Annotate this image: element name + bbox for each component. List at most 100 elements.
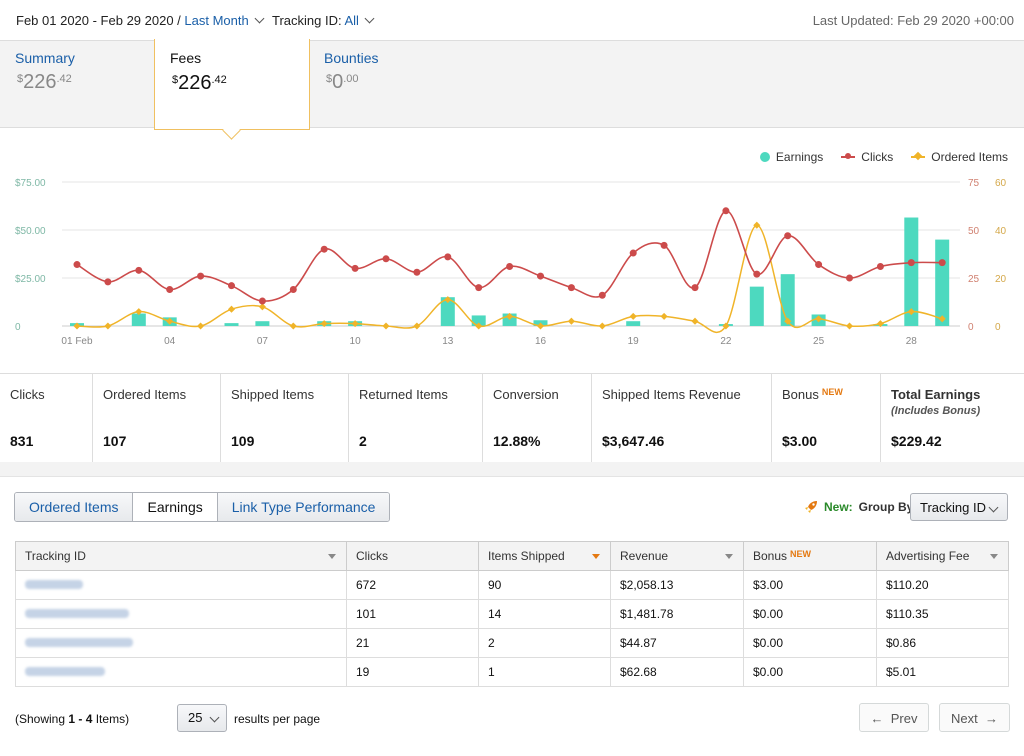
showing-count: (Showing 1 - 4 Items): [15, 712, 130, 726]
y-left-tick-label: $50.00: [15, 226, 46, 237]
tab-label: Summary: [15, 50, 75, 66]
stat-shipped-items: Shipped Items 109: [221, 374, 349, 462]
ordered-items-point: [938, 315, 946, 323]
table-header-row: Tracking ID Clicks Items Shipped Revenue…: [15, 541, 1009, 571]
y-left-tick-label: $75.00: [15, 178, 46, 189]
col-advertising-fee[interactable]: Advertising Fee: [876, 541, 1009, 571]
clicks-line-icon: [841, 153, 856, 159]
ordered-items-point: [660, 312, 668, 320]
tab-fees[interactable]: Fees $226.42: [154, 39, 310, 140]
date-range-selector[interactable]: Feb 01 2020 - Feb 29 2020 / Last Month: [16, 13, 265, 28]
revenue-cell: $1,481.78: [610, 599, 744, 629]
prev-button[interactable]: ← Prev: [859, 703, 929, 732]
col-clicks[interactable]: Clicks: [346, 541, 479, 571]
y-right-tick-label: 40: [995, 226, 1007, 237]
x-tick-label: 07: [257, 336, 269, 347]
legend-clicks[interactable]: Clicks: [841, 150, 893, 164]
top-bar: Feb 01 2020 - Feb 29 2020 / Last Month T…: [0, 0, 1024, 40]
clicks-point: [722, 207, 730, 215]
tracking-id-cell[interactable]: [15, 657, 347, 687]
chevron-down-icon: [209, 712, 220, 723]
y-left-tick-label: $25.00: [15, 274, 46, 285]
redacted-tracking-id: [25, 609, 129, 618]
section-divider: [0, 462, 1024, 477]
ordered-items-point: [845, 322, 854, 330]
results-per-page-select[interactable]: 25: [177, 704, 227, 732]
sort-arrow-icon: [592, 554, 600, 559]
ordered-items-point: [351, 320, 359, 328]
arrow-right-icon: →: [984, 711, 998, 726]
group-by-select[interactable]: Tracking ID: [910, 493, 1008, 521]
tab-amount: $0.00: [326, 71, 359, 93]
advertising-fee-cell: $110.20: [876, 570, 1009, 600]
next-button[interactable]: Next →: [939, 703, 1010, 732]
legend-ordered-items[interactable]: Ordered Items: [911, 150, 1008, 164]
ordered-items-point: [598, 322, 606, 330]
tab-label: Fees: [170, 50, 202, 66]
tab-summary[interactable]: Summary $226.42: [15, 41, 145, 127]
tab-ordered-items[interactable]: Ordered Items: [15, 493, 134, 521]
tab-amount: $226.42: [172, 72, 227, 94]
x-tick-label: 13: [442, 336, 454, 347]
bonus-cell: $0.00: [743, 599, 877, 629]
col-items-shipped[interactable]: Items Shipped: [478, 541, 611, 571]
ordered-items-point: [104, 322, 112, 330]
table-row: 672 90 $2,058.13 $3.00 $110.20: [15, 570, 1009, 600]
tab-bounties[interactable]: Bounties $0.00: [324, 41, 454, 127]
table-row: 21 2 $44.87 $0.00 $0.86: [15, 628, 1009, 658]
period-link[interactable]: Last Month: [184, 13, 249, 28]
stat-shipped-revenue: Shipped Items Revenue $3,647.46: [592, 374, 772, 462]
earnings-bar: [224, 323, 239, 326]
sort-arrow-icon: [328, 554, 336, 559]
earnings-bar: [935, 239, 950, 326]
date-range-text: Feb 01 2020 - Feb 29 2020 /: [16, 13, 181, 28]
clicks-point: [258, 297, 266, 305]
col-bonus[interactable]: Bonus NEW: [743, 541, 877, 571]
clicks-point: [73, 261, 81, 269]
col-tracking-id[interactable]: Tracking ID: [15, 541, 347, 571]
ordered-items-point: [907, 308, 915, 316]
tab-earnings[interactable]: Earnings: [133, 493, 218, 521]
tracking-id-selector[interactable]: Tracking ID: All: [272, 13, 375, 28]
rocket-icon: [805, 501, 817, 513]
ordered-items-point: [876, 320, 884, 328]
tracking-id-cell[interactable]: [15, 628, 347, 658]
tab-link-type-performance[interactable]: Link Type Performance: [217, 493, 390, 521]
table-row: 19 1 $62.68 $0.00 $5.01: [15, 657, 1009, 687]
clicks-point: [629, 249, 637, 257]
tracking-id-value[interactable]: All: [344, 13, 359, 28]
bonus-cell: $0.00: [743, 657, 877, 687]
clicks-point: [784, 232, 792, 240]
earnings-table: Tracking ID Clicks Items Shipped Revenue…: [15, 541, 1009, 687]
items-shipped-cell: 14: [478, 599, 611, 629]
clicks-point: [846, 274, 853, 282]
tab-label: Bounties: [324, 50, 379, 66]
earnings-chart: Earnings Clicks Ordered Items $75.00 75 60…: [0, 136, 1024, 356]
y-mid-tick-label: 50: [968, 226, 980, 237]
tracking-id-cell[interactable]: [15, 570, 347, 600]
earnings-bar: [749, 286, 764, 326]
redacted-tracking-id: [25, 638, 133, 647]
clicks-cell: 672: [346, 570, 479, 600]
ordered-items-point: [784, 317, 792, 325]
chart-svg: $75.00 75 60 $50.00 50 40 $25.00 25 20 0 0 0 01 Feb 0…: [15, 178, 1007, 347]
redacted-tracking-id: [25, 667, 105, 676]
clicks-point: [166, 286, 174, 294]
stats-bar: Clicks 831 Ordered Items 107 Shipped Items…: [0, 373, 1024, 463]
ordered-items-point: [227, 305, 236, 313]
ordered-items-point: [135, 308, 143, 316]
ordered-items-point: [166, 317, 174, 325]
tracking-id-cell[interactable]: [15, 599, 347, 629]
report-tabs: Ordered Items Earnings Link Type Perform…: [14, 492, 391, 522]
chevron-down-icon: [988, 502, 999, 513]
col-revenue[interactable]: Revenue: [610, 541, 744, 571]
stat-clicks: Clicks 831: [0, 374, 93, 462]
legend-earnings[interactable]: Earnings: [759, 150, 823, 164]
items-shipped-cell: 90: [478, 570, 611, 600]
stat-ordered-items: Ordered Items 107: [93, 374, 221, 462]
ordered-items-point: [722, 322, 730, 330]
x-tick-label: 16: [535, 336, 547, 347]
ordered-items-point: [691, 317, 699, 325]
clicks-point: [691, 284, 699, 292]
x-tick-label: 10: [350, 336, 362, 347]
